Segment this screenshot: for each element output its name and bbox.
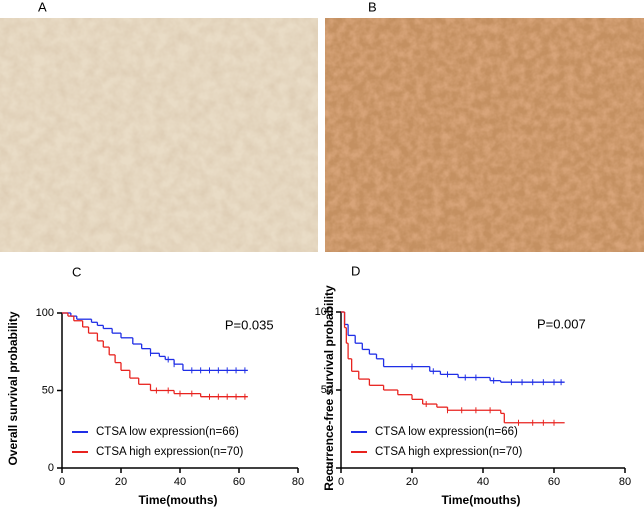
y-tick-label: 0 bbox=[48, 462, 54, 474]
annotation: P=0.035 bbox=[225, 317, 274, 332]
panel-label: B bbox=[368, 0, 377, 14]
x-tick-label: 40 bbox=[174, 476, 186, 488]
panel-label: A bbox=[38, 0, 47, 14]
annotation: P=0.007 bbox=[537, 316, 586, 331]
y-tick-label: 100 bbox=[315, 306, 333, 318]
x-tick-label: 20 bbox=[115, 476, 127, 488]
x-tick-label: 0 bbox=[59, 476, 65, 488]
y-axis-label: Overall survival probability bbox=[6, 311, 20, 465]
x-axis-label: Time(mouths) bbox=[138, 493, 217, 507]
x-axis-label: Time(mouths) bbox=[441, 493, 520, 507]
x-tick-label: 40 bbox=[477, 476, 489, 488]
legend-label: CTSA low expression(n=66) bbox=[375, 426, 518, 438]
x-tick-label: 60 bbox=[548, 476, 560, 488]
x-tick-label: 80 bbox=[619, 476, 631, 488]
y-tick-label: 100 bbox=[36, 307, 54, 319]
legend-label: CTSA high expression(n=70) bbox=[375, 446, 523, 458]
histology-texture-b bbox=[325, 18, 644, 252]
panel-label: C bbox=[72, 264, 81, 279]
x-tick-label: 60 bbox=[233, 476, 245, 488]
histology-texture-a bbox=[0, 18, 318, 252]
y-tick-label: 0 bbox=[327, 462, 333, 474]
x-tick-label: 80 bbox=[292, 476, 304, 488]
legend-label: CTSA high expression(n=70) bbox=[96, 446, 244, 458]
x-tick-label: 20 bbox=[406, 476, 418, 488]
panel-label: D bbox=[351, 263, 360, 278]
y-axis-label: Recurrence-free survival probability bbox=[322, 285, 336, 491]
y-tick-label: 50 bbox=[42, 384, 54, 396]
legend-label: CTSA low expression(n=66) bbox=[96, 426, 239, 438]
x-tick-label: 0 bbox=[338, 476, 344, 488]
y-tick-label: 50 bbox=[321, 384, 333, 396]
